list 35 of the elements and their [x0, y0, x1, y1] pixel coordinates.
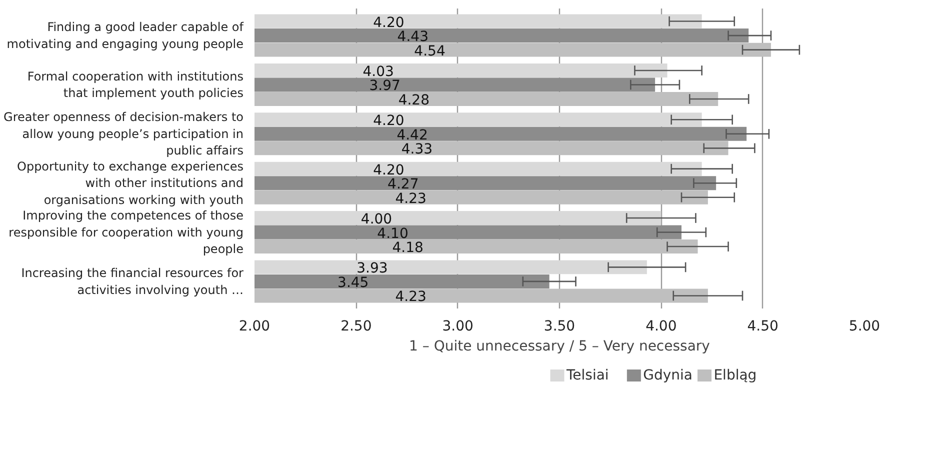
data-label: 3.97 [369, 78, 400, 94]
legend-label: Gdynia [643, 368, 693, 384]
data-label: 4.20 [373, 162, 404, 178]
data-label: 4.27 [388, 176, 419, 193]
data-label: 4.20 [373, 14, 404, 31]
x-tick-label: 2.00 [238, 318, 270, 334]
data-label: 4.28 [398, 92, 430, 108]
data-label: 4.54 [414, 43, 446, 60]
x-tick-label: 3.00 [442, 318, 474, 334]
x-tick-label: 4.50 [747, 318, 778, 334]
data-label: 4.33 [401, 142, 433, 158]
data-label: 3.93 [356, 260, 388, 277]
data-label: 4.23 [395, 190, 426, 207]
y-tick-label: Finding a good leader capable of motivating and engaging young people [6, 20, 244, 51]
data-label: 4.42 [396, 127, 428, 144]
x-tick-label: 4.00 [646, 318, 677, 334]
y-tick-label: Increasing the financial resources for activities involving youth … [21, 266, 244, 297]
y-tick-label: Opportunity to exchange experiences with other institutions and organisations working with youth [17, 159, 244, 207]
data-label: 4.43 [397, 29, 428, 46]
legend-label: Elbląg [714, 368, 757, 384]
data-label: 4.18 [392, 240, 424, 256]
x-axis-title: 1 – Quite unnecessary / 5 – Very necessary [409, 338, 710, 354]
data-label: 4.10 [377, 226, 408, 242]
data-label: 4.20 [373, 113, 404, 130]
data-label: 4.23 [395, 289, 426, 306]
x-tick-label: 5.00 [848, 318, 880, 334]
data-label: 4.00 [360, 212, 392, 228]
x-tick-label: 3.50 [544, 318, 576, 334]
y-tick-label: Formal cooperation with institutions that implement youth policies [27, 69, 244, 100]
data-label: 4.03 [362, 64, 394, 80]
y-tick-label: Greater openness of decision-makers to allow young people’s participation in public affairs [4, 110, 244, 158]
y-tick-label: Improving the competences of those responsible for cooperation with young people [8, 208, 244, 256]
data-label: 3.45 [338, 274, 369, 291]
legend-label: Telsiai [565, 368, 609, 384]
x-tick-label: 2.50 [340, 318, 372, 334]
